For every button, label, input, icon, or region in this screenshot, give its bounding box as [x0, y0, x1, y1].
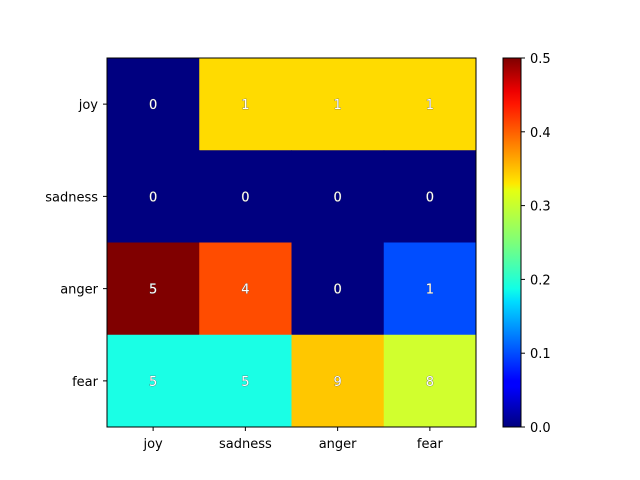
cell-value-label: 0: [333, 283, 341, 298]
heatmap-cell: [383, 242, 477, 336]
cell-value-label: 1: [426, 98, 434, 113]
heatmap-cell: [383, 58, 477, 151]
heatmap-cell: [107, 58, 200, 151]
heatmap-cell: [383, 334, 477, 428]
colorbar-ticks: 0.0 0.1 0.2 0.3 0.4 0.5: [521, 52, 551, 436]
x-axis: joy sadness anger fear: [142, 427, 443, 452]
heatmap-cell: [383, 150, 477, 243]
colorbar-tick-label: 0.2: [530, 273, 551, 288]
y-tick-label: anger: [60, 283, 98, 298]
x-tick-label: sadness: [219, 437, 272, 452]
colorbar-tick-label: 0.4: [530, 126, 551, 141]
plot-frame: [106, 57, 477, 428]
cell-value-label: 0: [149, 98, 157, 113]
y-tick-label: sadness: [45, 190, 98, 205]
heatmap-cells: [107, 58, 477, 428]
cell-value-label: 9: [333, 375, 341, 390]
cell-value-label: 0: [241, 190, 249, 205]
heatmap-cell: [199, 58, 292, 151]
heatmap-cell: [107, 334, 200, 428]
heatmap-cell: [107, 150, 200, 243]
cell-value-label: 5: [149, 283, 157, 298]
heatmap-cell: [291, 334, 385, 428]
cell-value-label: 8: [426, 375, 434, 390]
cell-value-label: 5: [149, 375, 157, 390]
cell-value-label: 1: [426, 283, 434, 298]
cell-value-label: 5: [241, 375, 249, 390]
cell-value-label: 0: [426, 190, 434, 205]
heatmap-cell: [107, 242, 200, 336]
heatmap-cell: [291, 242, 385, 336]
y-axis: joy sadness anger fear: [45, 98, 107, 390]
colorbar: 0.0 0.1 0.2 0.3 0.4 0.5: [502, 52, 551, 436]
heatmap-cell: [199, 334, 292, 428]
heatmap-cell-labels: 0 1 1 1 0 0 0 0 5 4 0 1 5 5 9 8: [149, 98, 435, 390]
cell-value-label: 4: [241, 283, 249, 298]
y-tick-label: joy: [78, 98, 99, 113]
colorbar-tick-label: 0.3: [530, 200, 551, 215]
cell-value-label: 1: [333, 98, 341, 113]
heatmap-cell: [199, 242, 292, 336]
cell-value-label: 0: [333, 190, 341, 205]
heatmap-cell: [291, 150, 385, 243]
cell-value-label: 1: [241, 98, 249, 113]
cell-value-label: 0: [149, 190, 157, 205]
colorbar-tick-label: 0.5: [530, 52, 551, 67]
x-tick-label: fear: [417, 437, 444, 452]
x-tick-label: joy: [142, 437, 163, 452]
heatmap-cell: [291, 58, 385, 151]
y-tick-label: fear: [72, 375, 99, 390]
x-tick-label: anger: [319, 437, 357, 452]
colorbar-tick-label: 0.0: [530, 421, 551, 436]
colorbar-tick-label: 0.1: [530, 347, 551, 362]
colorbar-gradient: [502, 57, 522, 428]
heatmap-cell: [199, 150, 292, 243]
